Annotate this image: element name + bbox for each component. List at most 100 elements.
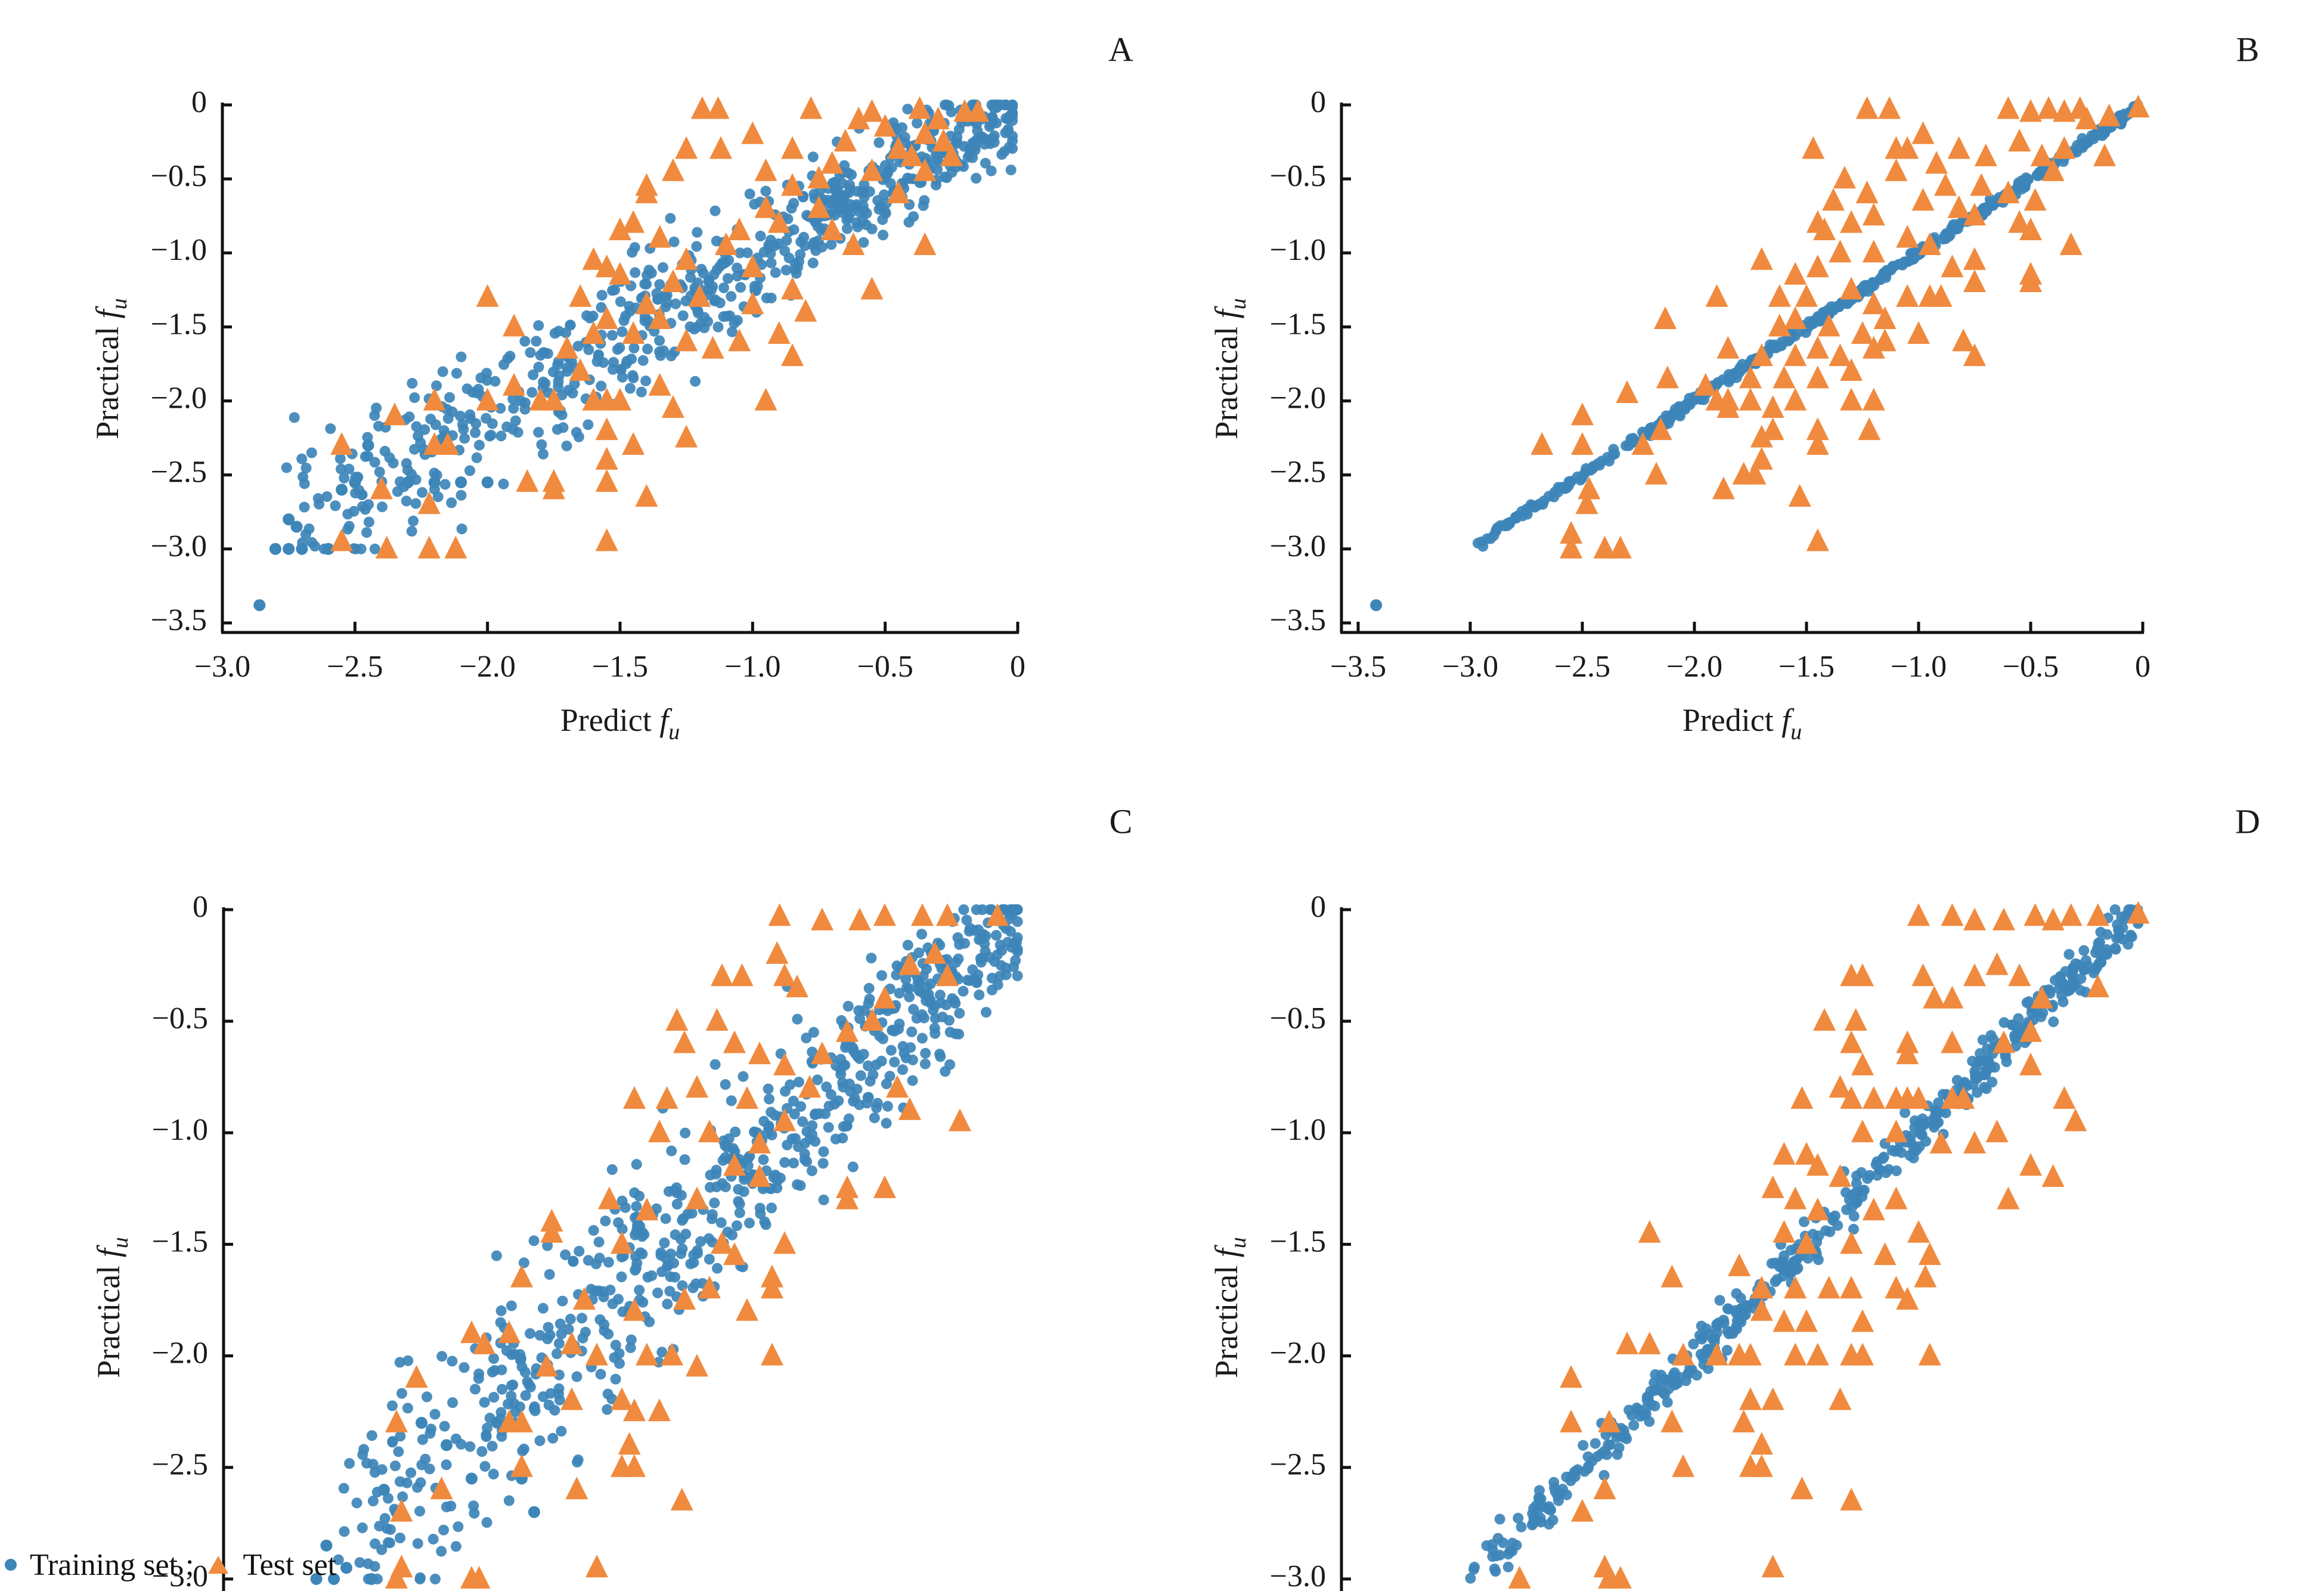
training-point [300,463,312,474]
test-point [1761,417,1784,441]
training-point [878,229,889,241]
training-point [631,1159,642,1170]
training-point [929,1022,940,1034]
panel-a: A 0 −0.5 −1.0 −1.5 −2.0 −2.5 −3.0 −3.5 −3.0 −2.5 −2… [89,30,1133,745]
training-point [943,100,955,111]
training-point [961,914,972,926]
test-point [2086,975,2109,997]
test-point [1896,284,1919,307]
test-point [1784,1342,1807,1366]
test-point [430,1477,453,1500]
training-point [1507,1546,1518,1557]
training-point [2095,926,2106,938]
training-point [637,355,649,366]
training-point [350,488,361,499]
test-point [754,158,777,181]
legend-training-label: Training set ; [30,1547,194,1582]
training-point [1880,1167,1892,1178]
test-point [661,395,684,418]
test-point [786,975,808,997]
y-tick-label: −1.0 [152,1113,208,1147]
legend: Training set ; Test set [0,1544,336,1586]
test-point [1873,328,1897,352]
training-point [497,1384,508,1395]
test-point [686,1354,708,1377]
test-point [1822,188,1845,211]
training-point [974,990,985,1000]
training-point [682,1208,693,1220]
training-point [1649,1400,1660,1412]
test-point [1616,380,1639,404]
test-point [670,1487,693,1511]
test-point [1911,188,1935,211]
test-point [1963,1131,1986,1153]
training-point [842,223,853,234]
test-point [1784,1276,1807,1299]
training-point [864,1075,876,1087]
training-point [625,1334,637,1345]
training-point [568,1255,579,1267]
test-point [686,1186,708,1209]
training-point [458,424,469,435]
training-point [882,1100,893,1112]
training-point [1877,1153,1888,1164]
test-point [1806,528,1829,551]
training-point [732,262,743,274]
training-point [362,1558,374,1570]
test-point [1963,247,1986,270]
training-point [408,516,419,526]
test-point [2041,907,2065,931]
training-point [780,265,792,276]
test-point [1840,1030,1863,1053]
training-point [862,1092,873,1103]
training-point [415,1477,426,1488]
test-point [1530,432,1554,455]
training-point [863,982,875,994]
training-point [464,465,475,476]
training-point [1010,955,1021,966]
test-point [609,387,631,411]
training-point [897,1064,908,1075]
training-point [474,439,485,451]
test-point [1934,173,1957,196]
y-axis-title: Practical fu [91,1237,133,1378]
test-point [898,1097,921,1120]
training-point [430,419,441,430]
training-point [1931,1108,1942,1119]
training-point [538,1391,549,1402]
test-point [661,269,684,292]
training-point [464,409,476,420]
test-point [1907,1086,1930,1109]
test-point [1851,321,1874,344]
test-point [1560,1365,1583,1388]
training-point [473,383,484,395]
training-point [1735,1292,1746,1304]
test-point [1851,1053,1874,1075]
training-point [2057,979,2068,990]
training-point [950,998,961,1009]
training-point [451,368,462,379]
training-point [1823,305,1835,317]
training-point [1896,1147,1907,1158]
training-point [670,1229,681,1240]
training-point [607,285,618,296]
y-tick-label: 0 [1310,890,1326,924]
test-point [1947,136,1970,159]
x-tick-label: −2.0 [1666,650,1722,684]
test-point [655,1086,678,1109]
test-point [622,321,645,344]
test-point [661,1342,683,1366]
test-point [705,1008,729,1031]
test-point [1952,328,1975,352]
training-point [320,1539,333,1552]
training-point [360,451,371,462]
test-point [1750,247,1773,270]
training-point [2079,138,2090,149]
training-point [671,1187,683,1199]
training-point [709,205,721,216]
training-point [1534,498,1545,510]
training-point [634,1285,645,1296]
test-point [1840,1086,1863,1109]
training-point [1721,1345,1733,1356]
training-point [855,1070,866,1081]
